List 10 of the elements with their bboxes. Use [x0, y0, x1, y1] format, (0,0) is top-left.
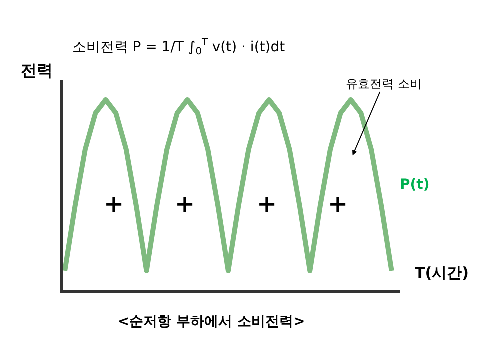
y-axis-title: 전력	[21, 61, 53, 80]
annotation: +	[175, 190, 196, 218]
x-axis-title: T(시간)	[415, 264, 469, 282]
annotation: +	[104, 190, 124, 218]
text: 유효전력 소비	[346, 77, 422, 91]
text: <순저항 부하에서 소비전력>	[118, 314, 306, 330]
annotation: +	[257, 190, 278, 218]
chart-title: 소비전력 P = 1/T ∫$_{0}$$^{T}$ v(t) · i(t)dt	[72, 38, 286, 58]
annotation: +	[328, 190, 348, 218]
series-label: P(t)	[400, 177, 430, 193]
